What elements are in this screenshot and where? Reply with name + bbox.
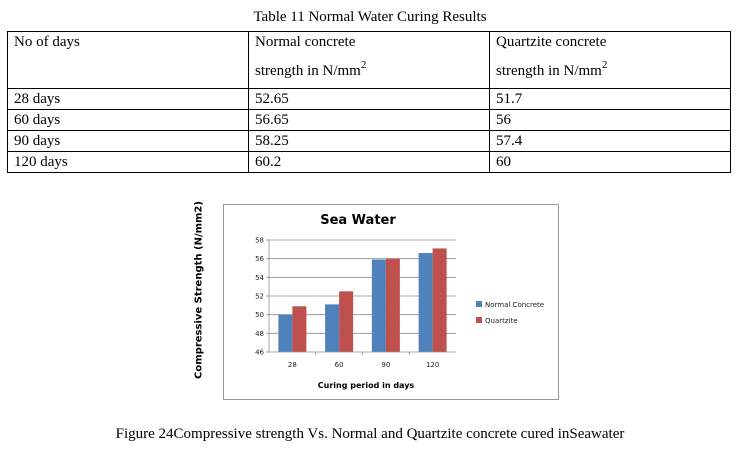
legend-swatch	[476, 317, 482, 323]
chart-bar-quartzite	[339, 291, 354, 352]
header-normal-concrete: Normal concrete strength in N/mm2	[248, 31, 490, 89]
table-header-row: No of days Normal concrete strength in N…	[7, 31, 731, 89]
cell-quartzite: 60	[489, 151, 731, 173]
chart-bar-normal-concrete	[371, 259, 386, 352]
chart-x-tick-label: 120	[426, 361, 439, 369]
chart-x-tick-label: 28	[288, 361, 297, 369]
table-row: 120 days 60.2 60	[7, 151, 731, 173]
figure-caption: Figure 24Compressive strength Vs. Normal…	[115, 426, 625, 442]
chart-y-tick-label: 50	[255, 311, 264, 319]
chart-title: Sea Water	[320, 213, 396, 228]
chart-bar-normal-concrete	[418, 253, 433, 352]
chart-x-tick-label: 90	[381, 361, 390, 369]
cell-normal: 56.65	[248, 109, 490, 131]
header-quartzite-concrete: Quartzite concrete strength in N/mm2	[489, 31, 731, 89]
results-table: No of days Normal concrete strength in N…	[7, 31, 731, 173]
cell-quartzite: 51.7	[489, 88, 731, 110]
chart-x-tick-label: 60	[335, 361, 344, 369]
legend-swatch	[476, 301, 482, 307]
chart-bar-normal-concrete	[278, 314, 293, 352]
legend-label: Normal Concrete	[485, 301, 544, 309]
cell-days: 60 days	[7, 109, 249, 131]
table-row: 28 days 52.65 51.7	[7, 88, 731, 110]
chart-bar-quartzite	[432, 248, 447, 352]
chart-y-tick-label: 52	[255, 293, 264, 301]
cell-normal: 58.25	[248, 130, 490, 152]
chart-bar-quartzite	[385, 258, 400, 352]
chart-y-axis-label-area: Compressive Strength (N/mm2)	[184, 201, 214, 379]
chart-y-tick-label: 48	[255, 330, 264, 338]
sea-water-chart: Sea Water 46 48 50 52 54 56 58 28 60 90 120 Curing…	[223, 204, 559, 400]
chart-x-axis-label: Curing period in days	[318, 381, 415, 390]
chart-bar-normal-concrete	[325, 304, 340, 352]
legend-label: Quartzite	[485, 317, 518, 325]
chart-y-tick-label: 46	[255, 349, 264, 357]
cell-normal: 52.65	[248, 88, 490, 110]
chart-bar-quartzite	[292, 306, 307, 352]
table-caption: Table 11 Normal Water Curing Results	[253, 9, 487, 25]
chart-y-axis-label: Compressive Strength (N/mm2)	[193, 201, 205, 379]
cell-normal: 60.2	[248, 151, 490, 173]
cell-days: 120 days	[7, 151, 249, 173]
cell-days: 28 days	[7, 88, 249, 110]
table-row: 60 days 56.65 56	[7, 109, 731, 131]
chart-y-tick-label: 58	[255, 237, 264, 245]
cell-days: 90 days	[7, 130, 249, 152]
header-no-of-days: No of days	[7, 31, 249, 89]
cell-quartzite: 57.4	[489, 130, 731, 152]
cell-quartzite: 56	[489, 109, 731, 131]
table-row: 90 days 58.25 57.4	[7, 130, 731, 152]
chart-y-tick-label: 56	[255, 255, 264, 263]
chart-y-tick-label: 54	[255, 274, 264, 282]
